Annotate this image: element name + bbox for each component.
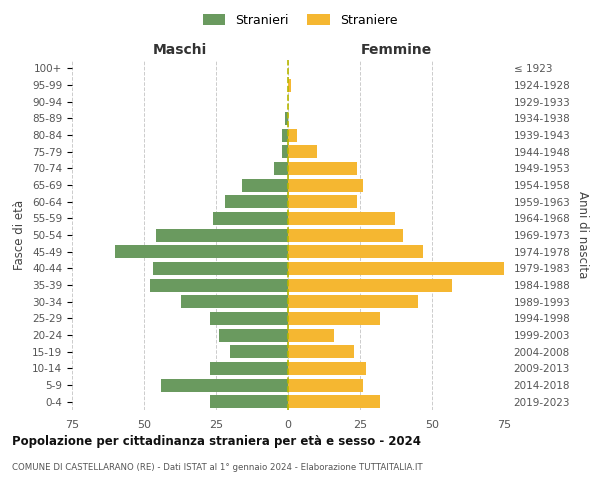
Bar bbox=[282, 145, 288, 158]
Bar bbox=[219, 328, 288, 342]
Text: Popolazione per cittadinanza straniera per età e sesso - 2024: Popolazione per cittadinanza straniera p… bbox=[12, 435, 421, 448]
Bar bbox=[115, 245, 288, 258]
Bar bbox=[288, 212, 395, 225]
Bar bbox=[288, 145, 317, 158]
Text: Femmine: Femmine bbox=[361, 42, 431, 56]
Bar bbox=[282, 128, 288, 141]
Text: COMUNE DI CASTELLARANO (RE) - Dati ISTAT al 1° gennaio 2024 - Elaborazione TUTTA: COMUNE DI CASTELLARANO (RE) - Dati ISTAT… bbox=[12, 462, 422, 471]
Bar bbox=[152, 262, 288, 275]
Bar bbox=[288, 228, 403, 241]
Bar bbox=[288, 278, 452, 291]
Y-axis label: Anni di nascita: Anni di nascita bbox=[576, 192, 589, 278]
Bar bbox=[210, 312, 288, 325]
Bar bbox=[155, 228, 288, 241]
Bar bbox=[288, 345, 354, 358]
Bar bbox=[210, 395, 288, 408]
Bar bbox=[274, 162, 288, 175]
Bar bbox=[288, 128, 296, 141]
Bar bbox=[288, 245, 424, 258]
Bar bbox=[213, 212, 288, 225]
Bar bbox=[285, 112, 288, 125]
Bar bbox=[288, 362, 366, 375]
Bar bbox=[288, 378, 363, 392]
Bar bbox=[288, 328, 334, 342]
Bar bbox=[181, 295, 288, 308]
Bar bbox=[288, 162, 357, 175]
Bar bbox=[242, 178, 288, 192]
Bar bbox=[150, 278, 288, 291]
Bar bbox=[288, 295, 418, 308]
Bar bbox=[224, 195, 288, 208]
Bar bbox=[210, 362, 288, 375]
Y-axis label: Fasce di età: Fasce di età bbox=[13, 200, 26, 270]
Bar bbox=[288, 178, 363, 192]
Bar bbox=[161, 378, 288, 392]
Bar bbox=[288, 78, 291, 92]
Bar bbox=[288, 395, 380, 408]
Bar bbox=[288, 262, 504, 275]
Bar bbox=[230, 345, 288, 358]
Bar bbox=[288, 312, 380, 325]
Legend: Stranieri, Straniere: Stranieri, Straniere bbox=[197, 8, 403, 32]
Text: Maschi: Maschi bbox=[153, 42, 207, 56]
Bar bbox=[288, 195, 357, 208]
